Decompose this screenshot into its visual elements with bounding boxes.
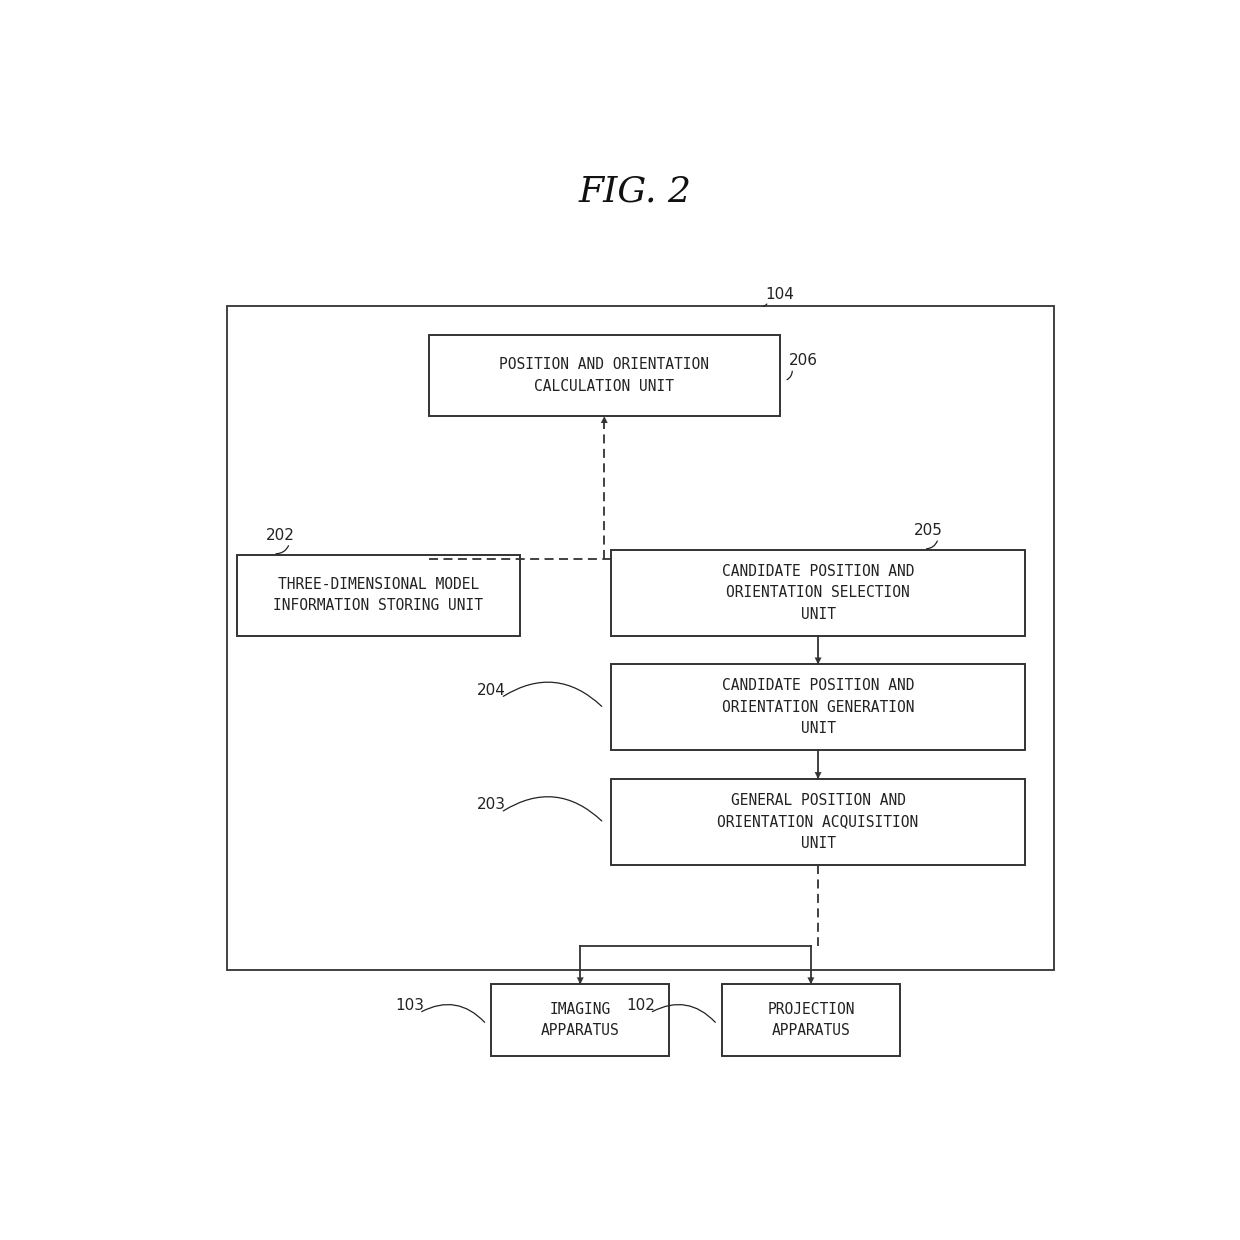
Bar — [611, 549, 1024, 636]
Text: THREE-DIMENSIONAL MODEL
INFORMATION STORING UNIT: THREE-DIMENSIONAL MODEL INFORMATION STOR… — [274, 577, 484, 614]
Text: 203: 203 — [477, 797, 506, 812]
Text: 206: 206 — [789, 353, 818, 368]
Bar — [227, 306, 1054, 970]
Bar — [237, 554, 521, 636]
Text: CANDIDATE POSITION AND
ORIENTATION SELECTION
UNIT: CANDIDATE POSITION AND ORIENTATION SELEC… — [722, 564, 914, 622]
Text: FIG. 2: FIG. 2 — [579, 175, 692, 208]
Text: GENERAL POSITION AND
ORIENTATION ACQUISITION
UNIT: GENERAL POSITION AND ORIENTATION ACQUISI… — [718, 792, 919, 851]
Bar — [429, 335, 780, 417]
Bar — [429, 559, 1024, 884]
Bar — [491, 985, 670, 1056]
Bar — [611, 779, 1024, 866]
Text: 205: 205 — [914, 523, 944, 538]
Text: 104: 104 — [765, 286, 794, 301]
Text: PROJECTION
APPARATUS: PROJECTION APPARATUS — [768, 1002, 854, 1038]
Text: 102: 102 — [626, 998, 655, 1013]
Text: CANDIDATE POSITION AND
ORIENTATION GENERATION
UNIT: CANDIDATE POSITION AND ORIENTATION GENER… — [722, 678, 914, 737]
Bar — [611, 665, 1024, 750]
Text: POSITION AND ORIENTATION
CALCULATION UNIT: POSITION AND ORIENTATION CALCULATION UNI… — [500, 357, 709, 394]
Text: 204: 204 — [477, 683, 506, 698]
Text: 103: 103 — [396, 998, 424, 1013]
Bar — [722, 985, 900, 1056]
Text: IMAGING
APPARATUS: IMAGING APPARATUS — [541, 1002, 620, 1038]
Text: 202: 202 — [265, 528, 294, 543]
